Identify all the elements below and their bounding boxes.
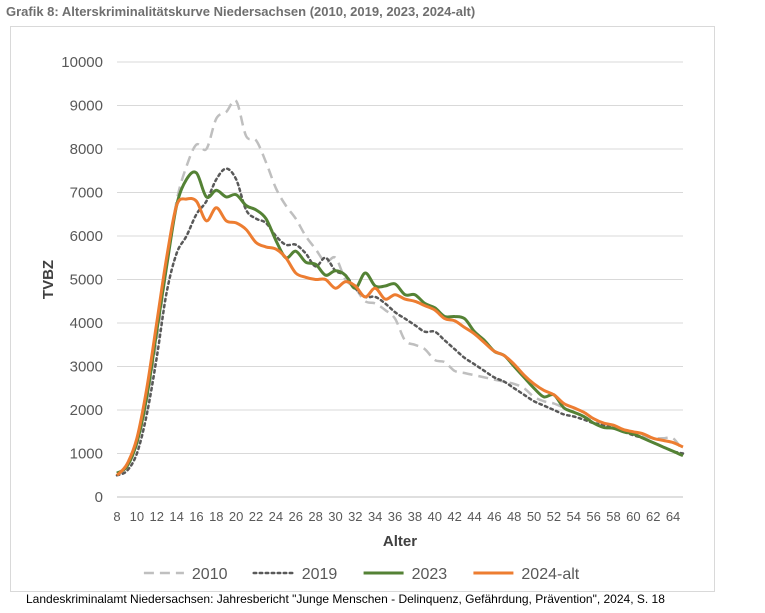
legend-label: 2010 [192, 566, 228, 583]
page-title: Grafik 8: Alterskriminalitätskurve Niede… [6, 4, 476, 19]
x-tick-label: 64 [666, 509, 680, 524]
x-tick-label: 14 [169, 509, 183, 524]
x-tick-label: 56 [586, 509, 600, 524]
x-tick-label: 46 [487, 509, 501, 524]
x-tick-label: 32 [348, 509, 362, 524]
x-tick-label: 26 [289, 509, 303, 524]
legend-item-2024-alt: 2024-alt [473, 566, 580, 583]
series-line-2019 [115, 167, 685, 477]
chart-frame: 0 1000 2000 3000 4000 5000 6000 7000 8000 9000 100… [10, 26, 715, 592]
y-tick-label: 10000 [61, 54, 103, 71]
chart-svg: 0 1000 2000 3000 4000 5000 6000 7000 8000 9000 100… [40, 54, 685, 583]
grid-layer [117, 61, 683, 454]
y-axis-label: TVBZ [40, 260, 57, 299]
x-tick-label: 28 [308, 509, 322, 524]
x-tick-label: 62 [646, 509, 660, 524]
x-tick-label: 38 [408, 509, 422, 524]
x-tick-label: 60 [626, 509, 640, 524]
y-tick-label: 6000 [70, 228, 103, 245]
y-tick-label: 7000 [70, 185, 103, 202]
legend-item-2019: 2019 [252, 566, 338, 583]
x-tick-label: 34 [368, 509, 382, 524]
y-tick-label: 9000 [70, 98, 103, 115]
y-tick-label: 2000 [70, 402, 103, 419]
legend-label: 2023 [412, 566, 448, 583]
x-tick-label: 22 [249, 509, 263, 524]
x-tick-label: 18 [209, 509, 223, 524]
x-tick-label: 58 [606, 509, 620, 524]
series-line-2024-alt [115, 196, 684, 477]
x-tick-label: 20 [229, 509, 243, 524]
x-tick-label: 48 [507, 509, 521, 524]
x-tick-label: 16 [189, 509, 203, 524]
x-tick-label: 10 [130, 509, 144, 524]
legend-label: 2019 [302, 566, 338, 583]
x-tick-label: 54 [567, 509, 581, 524]
x-tick-label: 30 [328, 509, 342, 524]
x-tick-label: 24 [269, 509, 283, 524]
axis-layer: 0 1000 2000 3000 4000 5000 6000 7000 8000 9000 100… [61, 54, 683, 524]
legend-item-2010: 2010 [143, 566, 228, 583]
y-tick-label: 0 [95, 489, 103, 506]
x-axis-label: Alter [383, 533, 417, 550]
x-tick-label: 8 [113, 509, 120, 524]
x-tick-label: 36 [388, 509, 402, 524]
x-tick-label: 42 [447, 509, 461, 524]
x-tick-label: 50 [527, 509, 541, 524]
y-tick-label: 1000 [70, 446, 103, 463]
legend-label: 2024-alt [521, 566, 579, 583]
source-note: Landeskriminalamt Niedersachsen: Jahresb… [26, 592, 665, 606]
y-tick-label: 5000 [70, 272, 103, 289]
series-line-2023 [116, 170, 684, 475]
y-tick-label: 8000 [70, 141, 103, 158]
series-layer [115, 99, 685, 477]
y-tick-label: 4000 [70, 315, 103, 332]
x-tick-label: 40 [428, 509, 442, 524]
x-tick-label: 44 [467, 509, 481, 524]
x-tick-label: 12 [149, 509, 163, 524]
legend-layer: 2010 2019 2023 2024-alt [143, 566, 580, 583]
legend-item-2023: 2023 [363, 566, 448, 583]
x-tick-label: 52 [547, 509, 561, 524]
y-tick-label: 3000 [70, 359, 103, 376]
